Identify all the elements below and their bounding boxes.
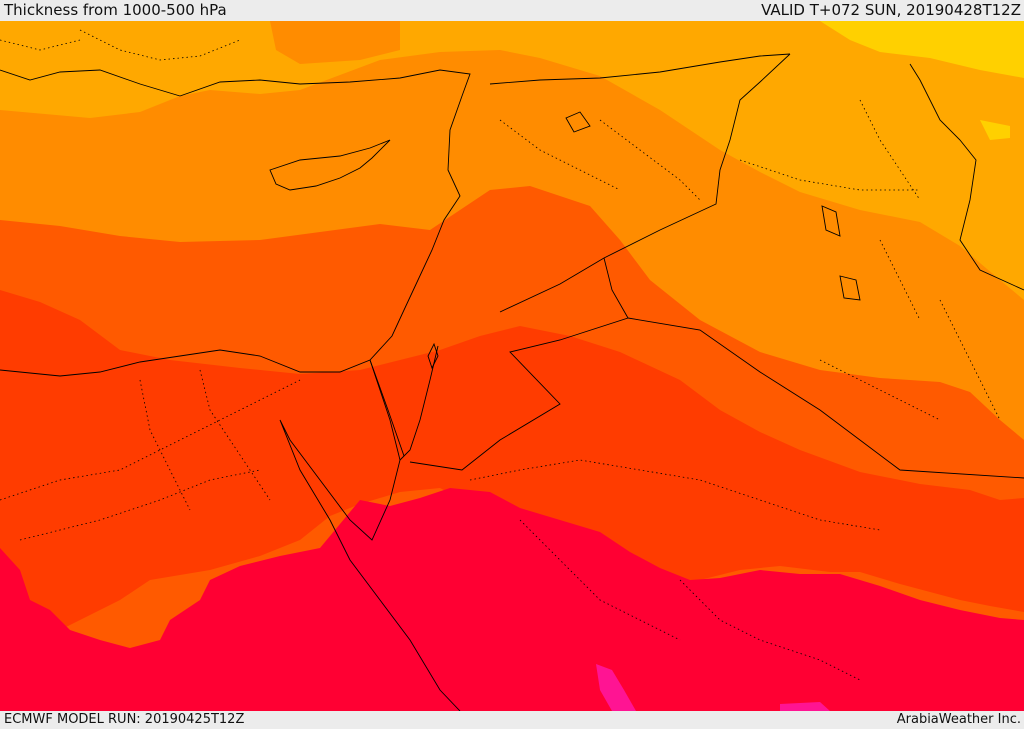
iraq-saudi-border (627, 317, 1024, 479)
band-5 (0, 290, 1024, 652)
lake-iraq (839, 275, 861, 301)
band-6 (0, 488, 1024, 711)
band-7 (596, 664, 830, 711)
national-borders (369, 53, 1024, 479)
credit: ArabiaWeather Inc. (896, 712, 1021, 727)
red-sea-coast (279, 359, 461, 711)
jordan-saudi-border (409, 257, 629, 471)
band-3-north (270, 21, 400, 64)
model-run: ECMWF MODEL RUN: 20190425T12Z (4, 712, 245, 727)
egypt-israel-border (369, 359, 405, 457)
lake-van (565, 111, 591, 133)
syria-iraq-border (499, 53, 791, 313)
map-title: Thickness from 1000-500 hPa (4, 1, 227, 19)
lake-urmia (821, 205, 841, 237)
map-footer: ECMWF MODEL RUN: 20190425T12Z ArabiaWeat… (0, 711, 1024, 729)
turkey-syria-border (489, 53, 791, 85)
thickness-map (0, 21, 1024, 711)
gulf-aqaba (399, 345, 439, 461)
iraq-iran-border (909, 63, 1024, 291)
map-header: Thickness from 1000-500 hPa VALID T+072 … (0, 0, 1024, 21)
dead-sea (427, 342, 439, 370)
coastlines (0, 69, 861, 711)
province-borders (0, 29, 1001, 681)
band-1 (820, 21, 1024, 140)
levant-coast (0, 69, 471, 377)
turkey-coast (0, 69, 181, 97)
valid-time: VALID T+072 SUN, 20190428T12Z (761, 1, 1021, 19)
cyprus-coast (269, 139, 391, 191)
